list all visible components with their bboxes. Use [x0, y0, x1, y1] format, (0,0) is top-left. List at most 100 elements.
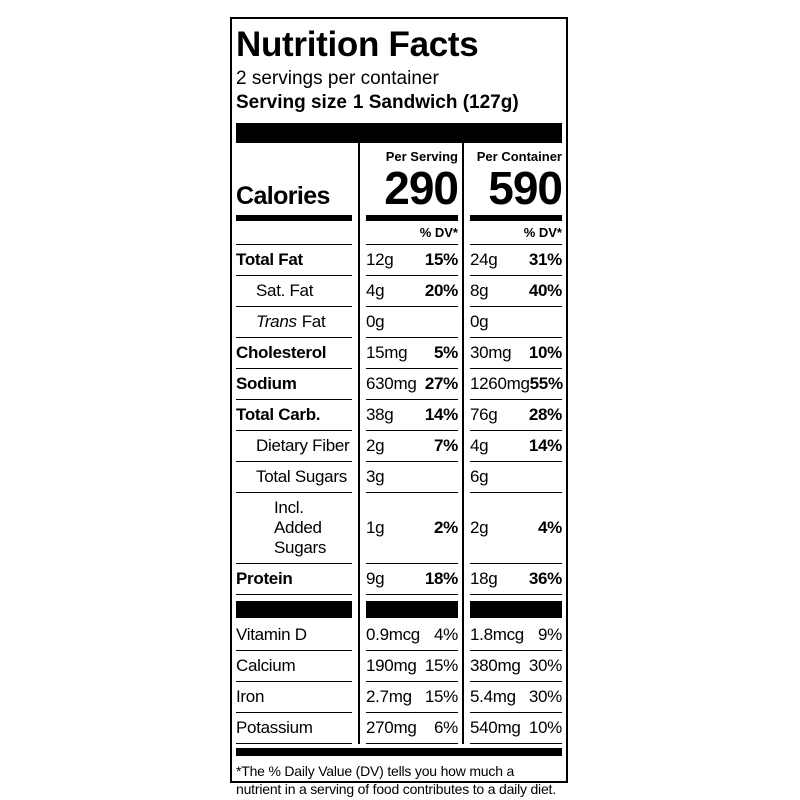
rule — [470, 215, 562, 221]
daily-value: 2% — [434, 518, 458, 537]
amount: 3g — [366, 467, 385, 486]
amount-cell: 1g 2% — [366, 493, 458, 564]
amount: 6g — [470, 467, 489, 486]
vitamin-rows: Vitamin D 0.9mcg 4% 1.8mcg 9% Calcium 190mg 15%… — [236, 620, 562, 744]
daily-value: 30% — [528, 687, 562, 706]
per-serving-cell: Per Serving 290 — [366, 143, 459, 221]
serving-size-value: 1 Sandwich (127g) — [352, 92, 519, 113]
nutrient-row: Sat. Fat 4g 20% 8g 40% — [236, 276, 562, 307]
daily-value: 28% — [528, 405, 562, 424]
dv-header: % DV* — [366, 221, 458, 245]
rule — [236, 215, 352, 221]
nutrient-name-part: Fat — [301, 312, 326, 331]
amount-cell: 190mg 15% — [366, 651, 458, 682]
servings-per-container: 2 servings per container — [236, 68, 439, 89]
amount: 76g — [470, 405, 498, 424]
nutrient-name-cell: Vitamin D — [236, 620, 352, 651]
daily-value: 14% — [528, 436, 562, 455]
amount: 380mg — [470, 656, 521, 675]
amount-cell: 0g — [366, 307, 458, 338]
amount-cell: 0g — [470, 307, 562, 338]
nutrient-name: Total Sugars — [256, 467, 347, 486]
nutrient-name-cell: Potassium — [236, 713, 352, 744]
amount: 2g — [470, 518, 489, 537]
nutrient-row: Calcium 190mg 15% 380mg 30% — [236, 651, 562, 682]
cell — [236, 221, 352, 245]
nutrient-name: Vitamin D — [236, 625, 307, 644]
daily-value: 36% — [528, 569, 562, 588]
footnote: *The % Daily Value (DV) tells you how mu… — [236, 763, 556, 800]
column-header: Per Serving — [385, 149, 458, 164]
daily-value: 15% — [424, 250, 458, 269]
nutrient-name-cell: Trans Fat — [236, 307, 352, 338]
amount: 1260mg — [470, 374, 530, 393]
nutrient-row: Protein 9g 18% 18g 36% — [236, 564, 562, 595]
nutrient-name: Total Fat — [236, 250, 303, 269]
nutrient-name: Sodium — [236, 374, 297, 393]
nutrient-row: Vitamin D 0.9mcg 4% 1.8mcg 9% — [236, 620, 562, 651]
title: Nutrition Facts — [236, 25, 479, 64]
amount: 2.7mg — [366, 687, 412, 706]
nutrient-row: Iron 2.7mg 15% 5.4mg 30% — [236, 682, 562, 713]
nutrient-name: Iron — [236, 687, 265, 706]
amount-cell: 9g 18% — [366, 564, 458, 595]
nutrient-name: Sat. Fat — [256, 281, 314, 300]
calories-row: Calories Per Serving 290 Per Container 5… — [236, 143, 563, 221]
amount-cell: 540mg 10% — [470, 713, 562, 744]
amount: 9g — [366, 569, 385, 588]
nutrient-name-cell: Protein — [236, 564, 352, 595]
column-divider — [462, 143, 464, 744]
amount-cell: 4g 14% — [470, 431, 562, 462]
amount: 5.4mg — [470, 687, 516, 706]
column-header: Per Container — [476, 149, 562, 164]
daily-value: 31% — [528, 250, 562, 269]
rule — [366, 215, 458, 221]
thick-rule — [236, 123, 562, 143]
daily-value: 18% — [424, 569, 458, 588]
nutrient-row: Trans Fat 0g 0g — [236, 307, 562, 338]
amount-cell: 2g 7% — [366, 431, 458, 462]
nutrient-row: Total Carb. 38g 14% 76g 28% — [236, 400, 562, 431]
amount: 24g — [470, 250, 498, 269]
amount-cell: 4g 20% — [366, 276, 458, 307]
amount: 0.9mcg — [366, 625, 420, 644]
nutrient-name-cell: Incl. Added Sugars — [236, 493, 352, 564]
amount-cell: 630mg 27% — [366, 369, 458, 400]
amount: 12g — [366, 250, 394, 269]
daily-value: 4% — [538, 518, 562, 537]
amount-cell: 2.7mg 15% — [366, 682, 458, 713]
nutrient-name: Incl. Added Sugars — [274, 498, 327, 557]
amount-cell: 18g 36% — [470, 564, 562, 595]
nutrient-name-cell: Calcium — [236, 651, 352, 682]
amount-cell: 3g — [366, 462, 458, 493]
nutrient-row: Incl. Added Sugars 1g 2% 2g 4% — [236, 493, 562, 564]
amount: 18g — [470, 569, 498, 588]
amount: 630mg — [366, 374, 417, 393]
amount: 190mg — [366, 656, 417, 675]
amount-cell: 8g 40% — [470, 276, 562, 307]
calories-value: 290 — [384, 162, 459, 214]
daily-value: 9% — [538, 625, 562, 644]
nutrient-name: Potassium — [236, 718, 313, 737]
nutrient-name-cell: Cholesterol — [236, 338, 352, 369]
black-rule-row — [236, 601, 562, 618]
amount: 4g — [470, 436, 489, 455]
nutrient-row: Potassium 270mg 6% 540mg 10% — [236, 713, 562, 744]
amount-cell: 24g 31% — [470, 245, 562, 276]
amount-cell: 0.9mcg 4% — [366, 620, 458, 651]
nutrient-name-cell: Sat. Fat — [236, 276, 352, 307]
amount-cell: 2g 4% — [470, 493, 562, 564]
nutrient-name-part: Trans — [256, 312, 297, 331]
nutrient-name-cell: Sodium — [236, 369, 352, 400]
daily-value: 10% — [528, 343, 562, 362]
nutrient-name-cell: Total Carb. — [236, 400, 352, 431]
calories-value: 590 — [488, 162, 563, 214]
amount-cell: 1.8mcg 9% — [470, 620, 562, 651]
daily-value: 10% — [528, 718, 562, 737]
nutrient-name: Protein — [236, 569, 293, 588]
nutrient-name-cell: Dietary Fiber — [236, 431, 352, 462]
nutrient-row: Sodium 630mg 27% 1260mg 55% — [236, 369, 563, 400]
daily-value: 4% — [434, 625, 458, 644]
amount: 38g — [366, 405, 394, 424]
